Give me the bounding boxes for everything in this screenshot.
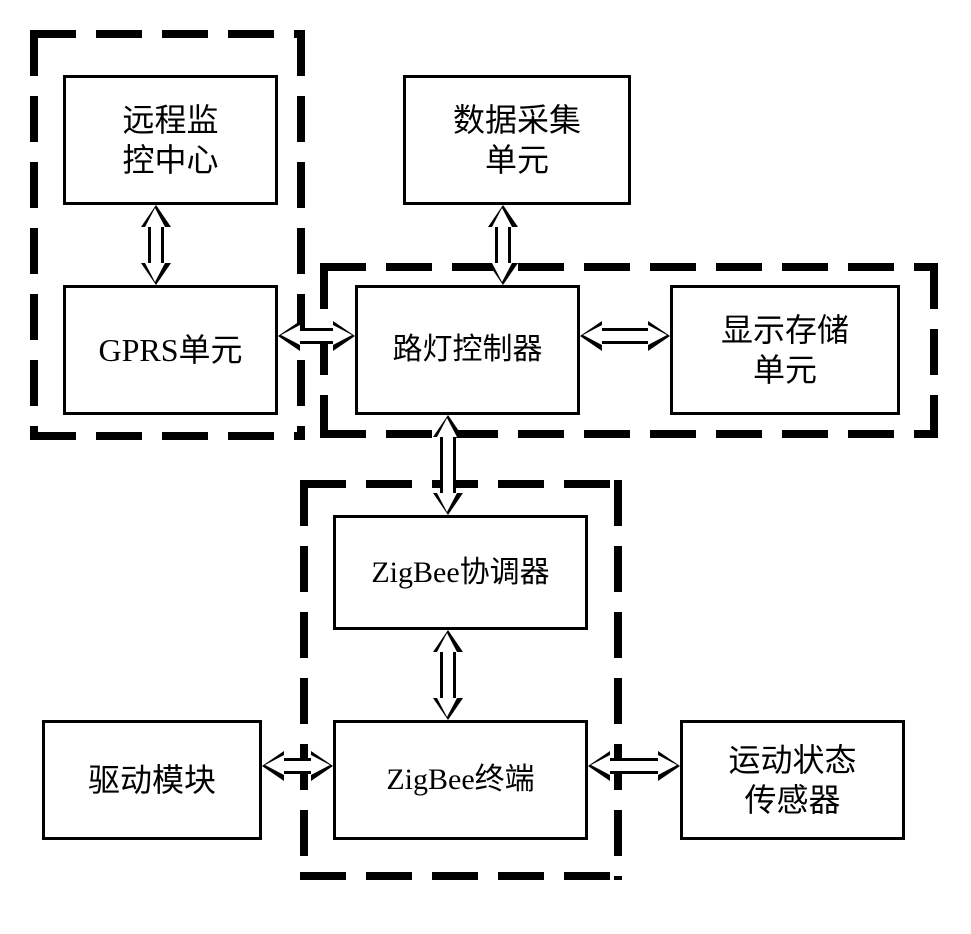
arrow-a-gprs-ctrl <box>278 321 355 351</box>
arrow-a-zt-motion <box>588 751 680 781</box>
node-drive_mod: 驱动模块 <box>42 720 262 840</box>
node-display_store: 显示存储 单元 <box>670 285 900 415</box>
node-motion_sensor: 运动状态 传感器 <box>680 720 905 840</box>
node-label-zb_coord: ZigBee协调器 <box>371 554 549 592</box>
node-label-data_acq: 数据采集 单元 <box>453 100 581 180</box>
node-label-gprs: GPRS单元 <box>98 330 242 370</box>
node-label-zb_term: ZigBee终端 <box>386 761 534 799</box>
node-zb_coord: ZigBee协调器 <box>333 515 588 630</box>
node-label-drive_mod: 驱动模块 <box>88 760 216 800</box>
node-data_acq: 数据采集 单元 <box>403 75 631 205</box>
diagram-canvas: 远程监 控中心 数据采集 单元 GPRS单元 路灯控制器 显示存储 单元 ZigBee协调… <box>0 0 971 934</box>
node-label-remote_monitor: 远程监 控中心 <box>122 100 218 180</box>
node-label-motion_sensor: 运动状态 传感器 <box>728 740 856 820</box>
node-controller: 路灯控制器 <box>355 285 580 415</box>
arrow-a-drive-zt <box>262 751 333 781</box>
node-label-display_store: 显示存储 单元 <box>721 310 849 390</box>
arrow-a-da-ctrl <box>488 205 518 285</box>
node-gprs: GPRS单元 <box>63 285 278 415</box>
node-label-controller: 路灯控制器 <box>393 331 543 369</box>
arrow-a-ctrl-disp <box>580 321 670 351</box>
node-zb_term: ZigBee终端 <box>333 720 588 840</box>
node-remote_monitor: 远程监 控中心 <box>63 75 278 205</box>
arrow-a-ctrl-zc <box>433 415 463 515</box>
arrow-a-zc-zt <box>433 630 463 720</box>
arrow-a-rm-gprs <box>141 205 171 285</box>
